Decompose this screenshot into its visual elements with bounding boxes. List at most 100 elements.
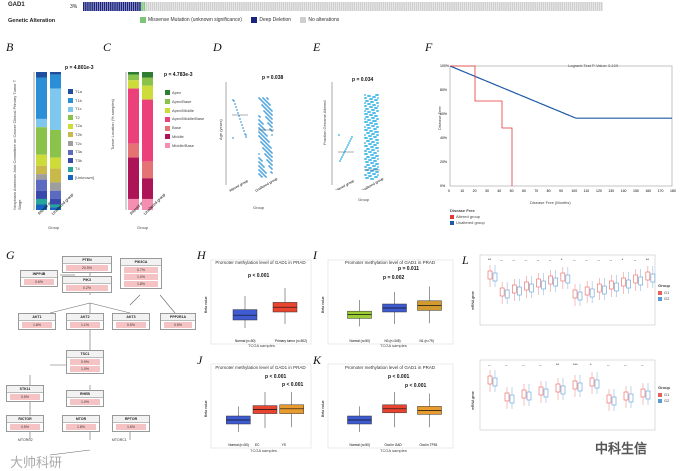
data-point	[364, 153, 366, 155]
box	[609, 280, 614, 290]
oncoprint-sample	[313, 2, 316, 11]
box	[623, 391, 629, 401]
oncoprint-sample	[474, 2, 476, 11]
data-point	[371, 117, 373, 119]
data-point	[365, 100, 367, 102]
oncoprint-sample	[471, 2, 474, 11]
data-point	[367, 111, 369, 113]
box	[543, 388, 549, 398]
significance-label: --	[607, 362, 610, 367]
x-tick-label: 120	[596, 189, 602, 193]
oncoprint-sample	[432, 2, 435, 11]
data-point	[377, 97, 379, 99]
oncoprint-sample	[274, 2, 276, 11]
data-point	[375, 147, 377, 149]
legend-item: Middle	[165, 133, 204, 142]
oncoprint-sample	[297, 2, 299, 11]
panel-c-ylabel: Tumor Location (% samples)	[110, 99, 115, 150]
stacked-segment	[50, 157, 61, 169]
oncoprint-sample	[365, 2, 368, 11]
x-tick-label: 80	[547, 189, 551, 193]
category-label: Altered group	[229, 179, 249, 193]
panel-i-xlabel: TCGA samples	[380, 343, 407, 348]
category-label: Normal (n=50)	[228, 443, 248, 447]
data-point	[245, 136, 247, 138]
oncoprint-sample	[259, 2, 262, 11]
data-point	[339, 160, 341, 162]
data-point	[365, 161, 367, 163]
oncoprint-sample	[89, 2, 91, 11]
stacked-segment	[142, 178, 153, 199]
box	[504, 392, 510, 402]
oncoprint-sample	[575, 2, 578, 11]
data-point	[271, 130, 273, 132]
panel-k-letter: K	[313, 353, 322, 367]
data-point	[372, 173, 374, 175]
panel-f-legend-altered: Altered group	[450, 214, 480, 219]
box	[596, 283, 602, 293]
stacked-segment	[36, 77, 47, 119]
data-point	[369, 106, 371, 108]
stacked-segment	[36, 190, 47, 199]
box	[487, 270, 493, 280]
data-point	[375, 171, 377, 173]
pathway-node-rheb: RHEB 1.0%	[66, 390, 104, 407]
data-point	[373, 168, 375, 170]
category-label: Oral in TP53	[420, 443, 438, 447]
oncoprint-sample	[216, 2, 218, 11]
panel-b-letter: B	[6, 40, 14, 54]
data-point	[366, 140, 368, 142]
oncoprint-sample	[178, 2, 181, 11]
pathway-node-rptor: RPTOR 1.6%	[112, 415, 150, 432]
oncoprint-sample	[282, 2, 285, 11]
oncoprint-sample	[301, 2, 303, 11]
data-point	[371, 133, 373, 135]
x-tick-label: 170	[658, 189, 664, 193]
oncoprint-sample	[247, 2, 249, 11]
oncoprint-sample	[118, 2, 120, 11]
oncoprint-sample	[93, 2, 95, 11]
oncoprint-sample	[361, 2, 364, 11]
data-point	[350, 138, 352, 140]
data-point	[373, 136, 375, 138]
stacked-segment	[36, 118, 47, 128]
significance-label: --	[512, 257, 515, 262]
data-point	[369, 114, 371, 116]
oncoprint-sample	[180, 2, 183, 11]
data-point	[368, 167, 370, 169]
data-point	[364, 142, 366, 144]
significance-label: **	[646, 257, 650, 262]
oncoprint-sample	[295, 2, 297, 11]
oncoprint-sample	[268, 2, 270, 11]
oncoprint-sample	[162, 2, 164, 11]
oncoprint-sample	[270, 2, 272, 11]
data-point	[349, 140, 351, 142]
significance-label: --	[488, 362, 491, 367]
data-point	[365, 177, 367, 179]
data-point	[371, 109, 373, 111]
data-point	[345, 148, 347, 150]
oncoprint-sample	[166, 2, 168, 11]
legend-item: T2	[68, 114, 94, 123]
x-tick-label: 20	[473, 189, 477, 193]
data-point	[364, 174, 366, 176]
panel-j-letter: J	[197, 353, 203, 367]
oncoprint-sample	[430, 2, 432, 11]
significance-label: --	[505, 362, 508, 367]
stacked-segment	[50, 182, 61, 191]
oncoprint-sample	[211, 2, 214, 11]
box	[621, 277, 626, 287]
panel-d-dotplot: Altered group Unaltered group	[225, 82, 278, 193]
oncoprint-sample	[600, 2, 603, 11]
stacked-segment	[50, 72, 61, 75]
y-axis-label: mRNA gene	[471, 291, 475, 310]
significance-label: --	[609, 257, 612, 262]
panel-b-ylabel: Neoplasm American Joint Committee on Can…	[12, 79, 22, 210]
data-point	[351, 136, 353, 138]
oncoprint-sample	[255, 2, 258, 11]
oncoprint-sample	[463, 2, 466, 11]
box	[565, 274, 571, 284]
legend-no-alteration: No alterations	[300, 17, 339, 23]
oncoprint-sample	[251, 2, 254, 11]
